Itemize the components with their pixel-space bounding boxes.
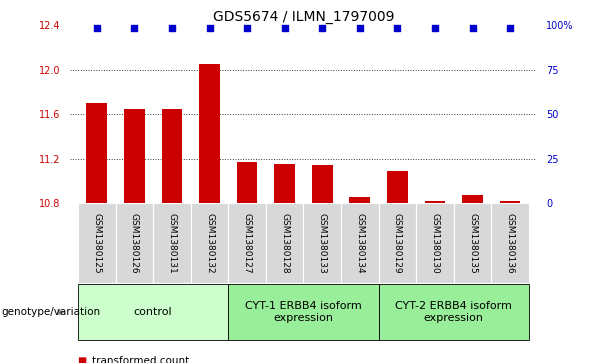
Text: CYT-1 ERBB4 isoform
expression: CYT-1 ERBB4 isoform expression	[245, 301, 362, 323]
Text: GSM1380130: GSM1380130	[430, 213, 440, 274]
Text: GSM1380125: GSM1380125	[93, 213, 101, 274]
Text: ■: ■	[77, 356, 86, 363]
Text: genotype/variation: genotype/variation	[1, 307, 101, 317]
Point	[505, 25, 515, 31]
Point	[468, 25, 478, 31]
Bar	[379, 203, 416, 283]
Point	[242, 25, 252, 31]
Point	[430, 25, 440, 31]
Bar	[379, 284, 529, 340]
Point	[205, 25, 215, 31]
Point	[167, 25, 177, 31]
Bar	[425, 201, 445, 203]
Point	[129, 25, 139, 31]
Bar	[78, 284, 228, 340]
Bar	[312, 166, 333, 203]
Bar	[491, 203, 529, 283]
Text: GSM1380134: GSM1380134	[356, 213, 364, 274]
Bar	[116, 203, 153, 283]
Text: transformed count: transformed count	[92, 356, 189, 363]
Bar	[454, 203, 491, 283]
Bar	[228, 203, 266, 283]
Bar	[191, 203, 228, 283]
Bar	[199, 64, 220, 203]
Bar	[124, 109, 145, 203]
Bar	[266, 203, 303, 283]
Point	[318, 25, 327, 31]
Bar	[78, 203, 116, 283]
Text: control: control	[134, 307, 172, 317]
Bar	[462, 196, 483, 203]
Bar	[500, 201, 520, 203]
Bar	[237, 162, 257, 203]
Bar	[86, 103, 107, 203]
Text: GSM1380128: GSM1380128	[280, 213, 289, 274]
Bar	[416, 203, 454, 283]
Bar	[153, 203, 191, 283]
Text: GSM1380127: GSM1380127	[243, 213, 251, 274]
Bar	[162, 109, 182, 203]
Text: CYT-2 ERBB4 isoform
expression: CYT-2 ERBB4 isoform expression	[395, 301, 512, 323]
Title: GDS5674 / ILMN_1797009: GDS5674 / ILMN_1797009	[213, 11, 394, 24]
Bar	[303, 203, 341, 283]
Text: GSM1380129: GSM1380129	[393, 213, 402, 274]
Bar	[341, 203, 379, 283]
Point	[355, 25, 365, 31]
Bar	[387, 171, 408, 203]
Text: GSM1380136: GSM1380136	[506, 213, 514, 274]
Text: GSM1380133: GSM1380133	[318, 213, 327, 274]
Point	[92, 25, 102, 31]
Bar	[349, 197, 370, 203]
Bar	[228, 284, 379, 340]
Text: GSM1380126: GSM1380126	[130, 213, 139, 274]
Point	[280, 25, 289, 31]
Bar	[275, 164, 295, 203]
Point	[392, 25, 402, 31]
Text: GSM1380132: GSM1380132	[205, 213, 214, 274]
Text: GSM1380135: GSM1380135	[468, 213, 477, 274]
Text: GSM1380131: GSM1380131	[167, 213, 177, 274]
